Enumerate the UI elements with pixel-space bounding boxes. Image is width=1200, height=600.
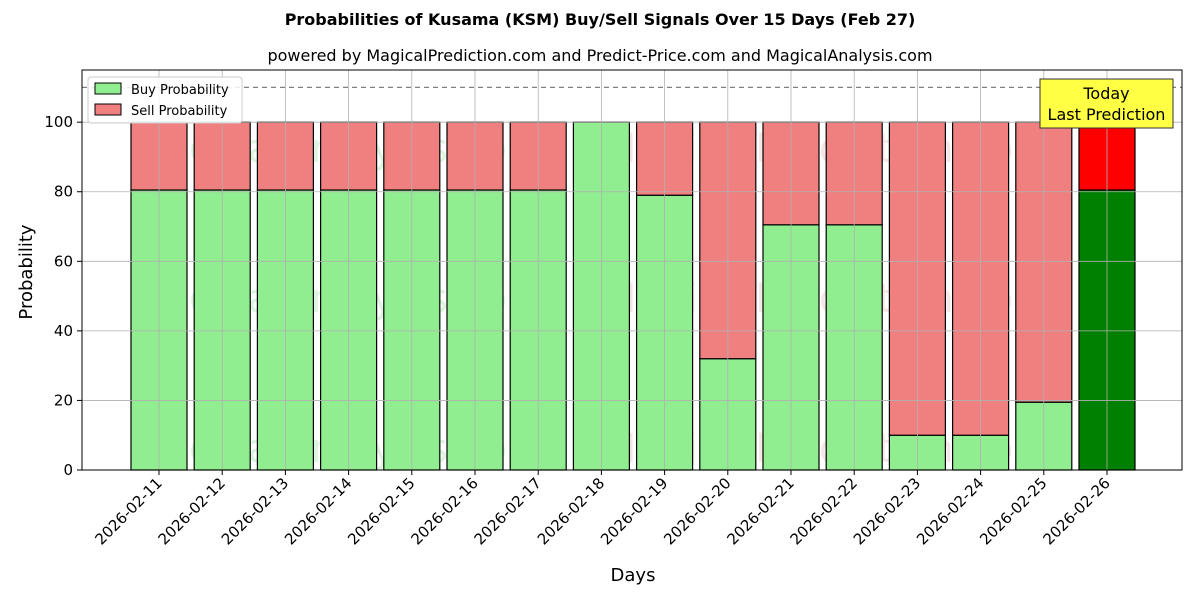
x-tick-label: 2026-02-25 bbox=[976, 474, 1050, 548]
x-tick-label: 2026-02-13 bbox=[218, 474, 292, 548]
annotation-line-1: Today bbox=[1082, 84, 1129, 103]
y-tick-label: 20 bbox=[54, 391, 73, 409]
x-tick-label: 2026-02-12 bbox=[155, 474, 229, 548]
legend-swatch-buy bbox=[94, 82, 122, 95]
y-tick-label: 40 bbox=[54, 322, 73, 340]
annotation-line-2: Last Prediction bbox=[1048, 105, 1166, 124]
x-tick-label: 2026-02-18 bbox=[534, 474, 608, 548]
x-tick-label: 2026-02-19 bbox=[597, 474, 671, 548]
legend-label-sell: Sell Probability bbox=[131, 104, 228, 119]
legend-box bbox=[87, 76, 243, 124]
y-axis-label: Probability bbox=[16, 224, 37, 319]
x-tick-label: 2026-02-15 bbox=[344, 474, 418, 548]
legend-label-buy: Buy Probability bbox=[131, 83, 229, 98]
annotation-box bbox=[1039, 78, 1174, 129]
x-tick-label: 2026-02-11 bbox=[91, 474, 165, 548]
x-tick-label: 2026-02-16 bbox=[407, 474, 481, 548]
legend-swatch-sell bbox=[94, 103, 122, 116]
x-tick-label: 2026-02-17 bbox=[471, 474, 545, 548]
y-tick-label: 60 bbox=[54, 252, 73, 270]
y-tick-label: 0 bbox=[63, 461, 73, 479]
x-tick-label: 2026-02-22 bbox=[787, 474, 861, 548]
chart-subtitle: powered by MagicalPrediction.com and Pre… bbox=[267, 46, 933, 65]
x-tick-label: 2026-02-21 bbox=[723, 474, 797, 548]
x-tick-label: 2026-02-26 bbox=[1039, 474, 1113, 548]
y-tick-label: 80 bbox=[54, 183, 73, 201]
y-tick-label: 100 bbox=[44, 113, 73, 131]
x-tick-label: 2026-02-24 bbox=[913, 474, 987, 548]
chart-title: Probabilities of Kusama (KSM) Buy/Sell S… bbox=[284, 10, 916, 29]
x-axis-label: Days bbox=[611, 565, 656, 586]
x-tick-label: 2026-02-14 bbox=[281, 474, 355, 548]
x-tick-label: 2026-02-23 bbox=[850, 474, 924, 548]
plot-frame bbox=[81, 69, 1183, 471]
x-tick-label: 2026-02-20 bbox=[660, 474, 734, 548]
